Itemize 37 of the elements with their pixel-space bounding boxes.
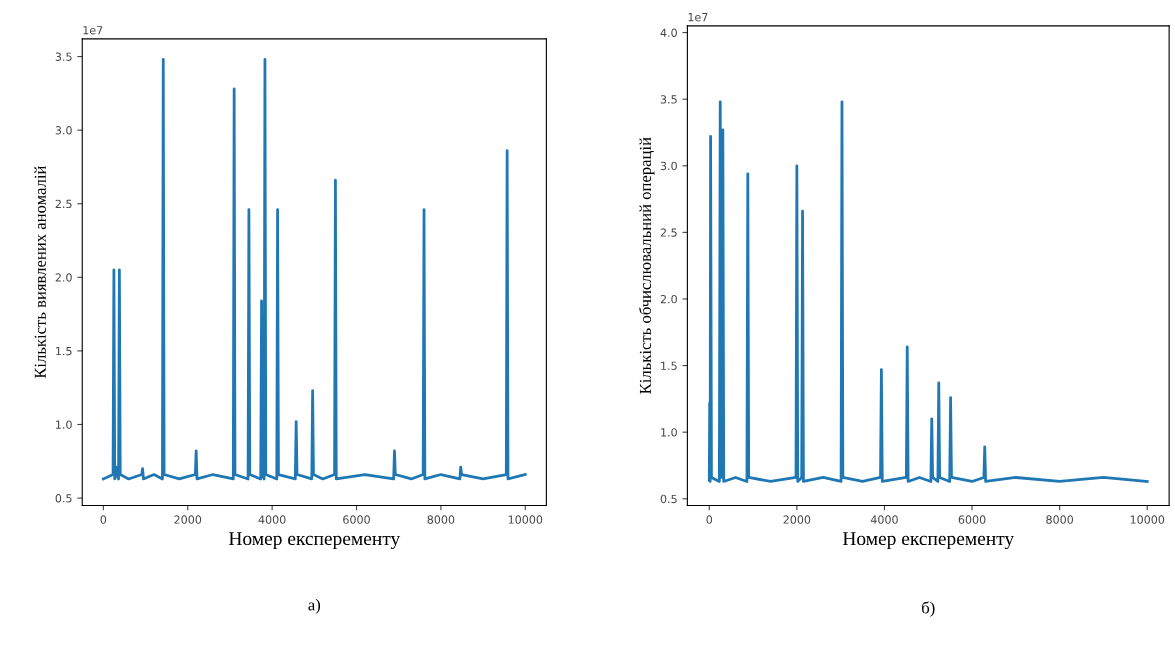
y-tick-label: 1.0 [56, 420, 72, 429]
x-tick-label: 6000 [958, 515, 986, 524]
x-tick-label: 8000 [427, 515, 455, 524]
y-axis-title: Кількість виявлених аномалій [34, 165, 46, 379]
y-tick-label: 3.0 [660, 161, 677, 171]
y-tick-label: 2.5 [660, 228, 677, 237]
y-tick-label: 0.5 [55, 494, 72, 503]
y-tick-label: 3.5 [660, 95, 677, 104]
text: а) [308, 598, 321, 614]
y-tick-label: 1.0 [661, 428, 677, 437]
x-tick-label: 6000 [343, 515, 370, 524]
x-axis-title: Номер експеременту [842, 532, 1015, 550]
y-tick-label: 1.5 [56, 347, 72, 356]
y-tick-label: 0.5 [660, 494, 677, 504]
x-tick-label: 0 [100, 515, 107, 524]
x-tick-label: 2000 [783, 515, 811, 524]
y-tick-label: 2.0 [55, 273, 72, 282]
y-tick-label: 2.0 [660, 294, 677, 304]
text: 1e7 [83, 26, 103, 35]
x-tick-label: 2000 [174, 515, 202, 524]
y-tick-label: 2.5 [55, 199, 72, 209]
x-tick-label: 8000 [1046, 515, 1074, 524]
line-series [101, 58, 527, 481]
line-series [707, 100, 1149, 483]
y-tick-label: 3.0 [55, 126, 72, 135]
x-tick-label: 4000 [258, 515, 286, 524]
y-axis-title: Кількість обчислювальний операцій [638, 137, 655, 394]
x-tick-label: 4000 [870, 515, 898, 524]
text: 1e7 [688, 13, 708, 22]
y-tick-label: 4.0 [660, 28, 677, 37]
x-tick-label: 10000 [508, 515, 543, 524]
y-tick-label: 1.5 [661, 361, 677, 370]
x-tick-label: 0 [706, 515, 713, 524]
text: б) [922, 601, 935, 617]
x-tick-label: 10000 [1130, 515, 1165, 524]
y-tick-label: 3.5 [55, 52, 72, 61]
x-axis-title: Номер експеременту [228, 532, 401, 550]
